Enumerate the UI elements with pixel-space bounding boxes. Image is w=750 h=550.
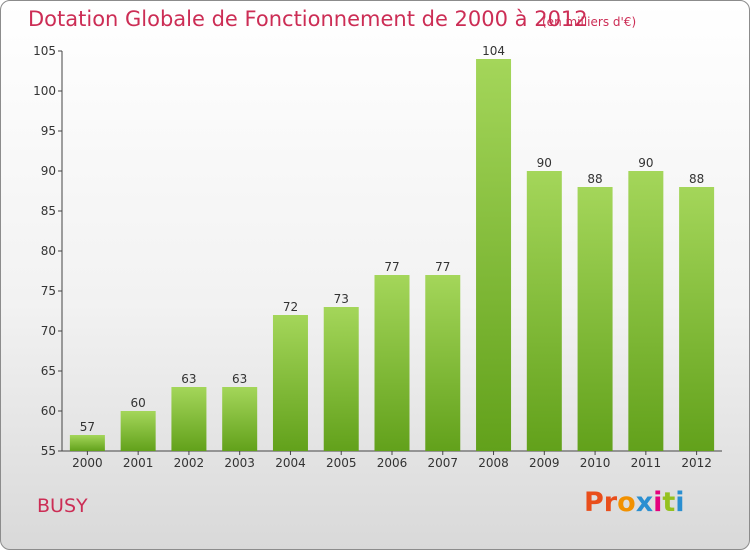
x-tick-label: 2001 xyxy=(123,456,154,470)
logo-letter: x xyxy=(635,487,654,518)
commune-name: BUSY xyxy=(37,495,88,517)
bar-value-label: 77 xyxy=(384,260,399,274)
x-tick-label: 2004 xyxy=(275,456,306,470)
bar xyxy=(171,387,207,451)
bar xyxy=(323,307,359,451)
proxiti-logo[interactable]: Proxiti xyxy=(584,487,685,518)
bar xyxy=(577,187,613,451)
x-tick-label: 2005 xyxy=(326,456,357,470)
y-tick-label: 90 xyxy=(41,164,56,178)
bar-value-label: 72 xyxy=(283,300,298,314)
x-tick-label: 2011 xyxy=(631,456,662,470)
y-tick-label: 100 xyxy=(33,84,56,98)
y-tick-label: 65 xyxy=(41,364,56,378)
bar-value-label: 104 xyxy=(482,44,505,58)
logo-letter: r xyxy=(603,487,618,518)
bar xyxy=(425,275,461,451)
y-tick-label: 105 xyxy=(33,44,56,58)
bar-value-label: 90 xyxy=(537,156,552,170)
y-tick-label: 95 xyxy=(41,124,56,138)
y-tick-labels: 55 60 65 70 75 80 85 90 95 100 105 xyxy=(33,44,56,458)
x-tick-label: 2003 xyxy=(224,456,255,470)
logo-letter: P xyxy=(584,487,604,518)
bar xyxy=(120,411,156,451)
x-tick-label: 2006 xyxy=(377,456,408,470)
bar xyxy=(69,435,105,451)
bar-value-label: 63 xyxy=(232,372,247,386)
y-tick-label: 75 xyxy=(41,284,56,298)
chart-subtitle: (en milliers d'€) xyxy=(542,15,637,29)
bar-value-label: 88 xyxy=(587,172,602,186)
logo-letter: i xyxy=(675,487,685,518)
chart-title: Dotation Globale de Fonctionnement de 20… xyxy=(28,7,588,31)
bar xyxy=(222,387,258,451)
logo-letter: t xyxy=(662,487,676,518)
x-tick-label: 2000 xyxy=(72,456,103,470)
x-tick-label: 2010 xyxy=(580,456,611,470)
y-tick-label: 80 xyxy=(41,244,56,258)
bar xyxy=(272,315,308,451)
bar xyxy=(476,59,512,451)
x-tick-labels: 2000 2001 2002 2003 2004 2005 2006 2007 2008 2009… xyxy=(72,456,712,470)
bar-value-label: 77 xyxy=(435,260,450,274)
x-tick-label: 2012 xyxy=(681,456,712,470)
logo-letter: o xyxy=(617,487,636,518)
bar-value-label: 63 xyxy=(181,372,196,386)
data-labels: 57 60 63 63 72 73 77 77 104 90 88 90 88 xyxy=(80,44,705,434)
bar xyxy=(526,171,562,451)
x-tick-label: 2002 xyxy=(174,456,205,470)
bar-value-label: 57 xyxy=(80,420,95,434)
bar-value-label: 88 xyxy=(689,172,704,186)
bar xyxy=(679,187,715,451)
y-tick-label: 60 xyxy=(41,404,56,418)
y-tick-label: 55 xyxy=(41,444,56,458)
bar-value-label: 73 xyxy=(334,292,349,306)
logo-letter: i xyxy=(653,487,663,518)
bar-value-label: 60 xyxy=(131,396,146,410)
x-tick-label: 2007 xyxy=(427,456,458,470)
bars xyxy=(69,59,715,451)
bar-value-label: 90 xyxy=(638,156,653,170)
bar xyxy=(628,171,664,451)
x-tick-label: 2009 xyxy=(529,456,560,470)
y-tick-label: 85 xyxy=(41,204,56,218)
bar xyxy=(374,275,410,451)
y-tick-label: 70 xyxy=(41,324,56,338)
x-tick-label: 2008 xyxy=(478,456,509,470)
